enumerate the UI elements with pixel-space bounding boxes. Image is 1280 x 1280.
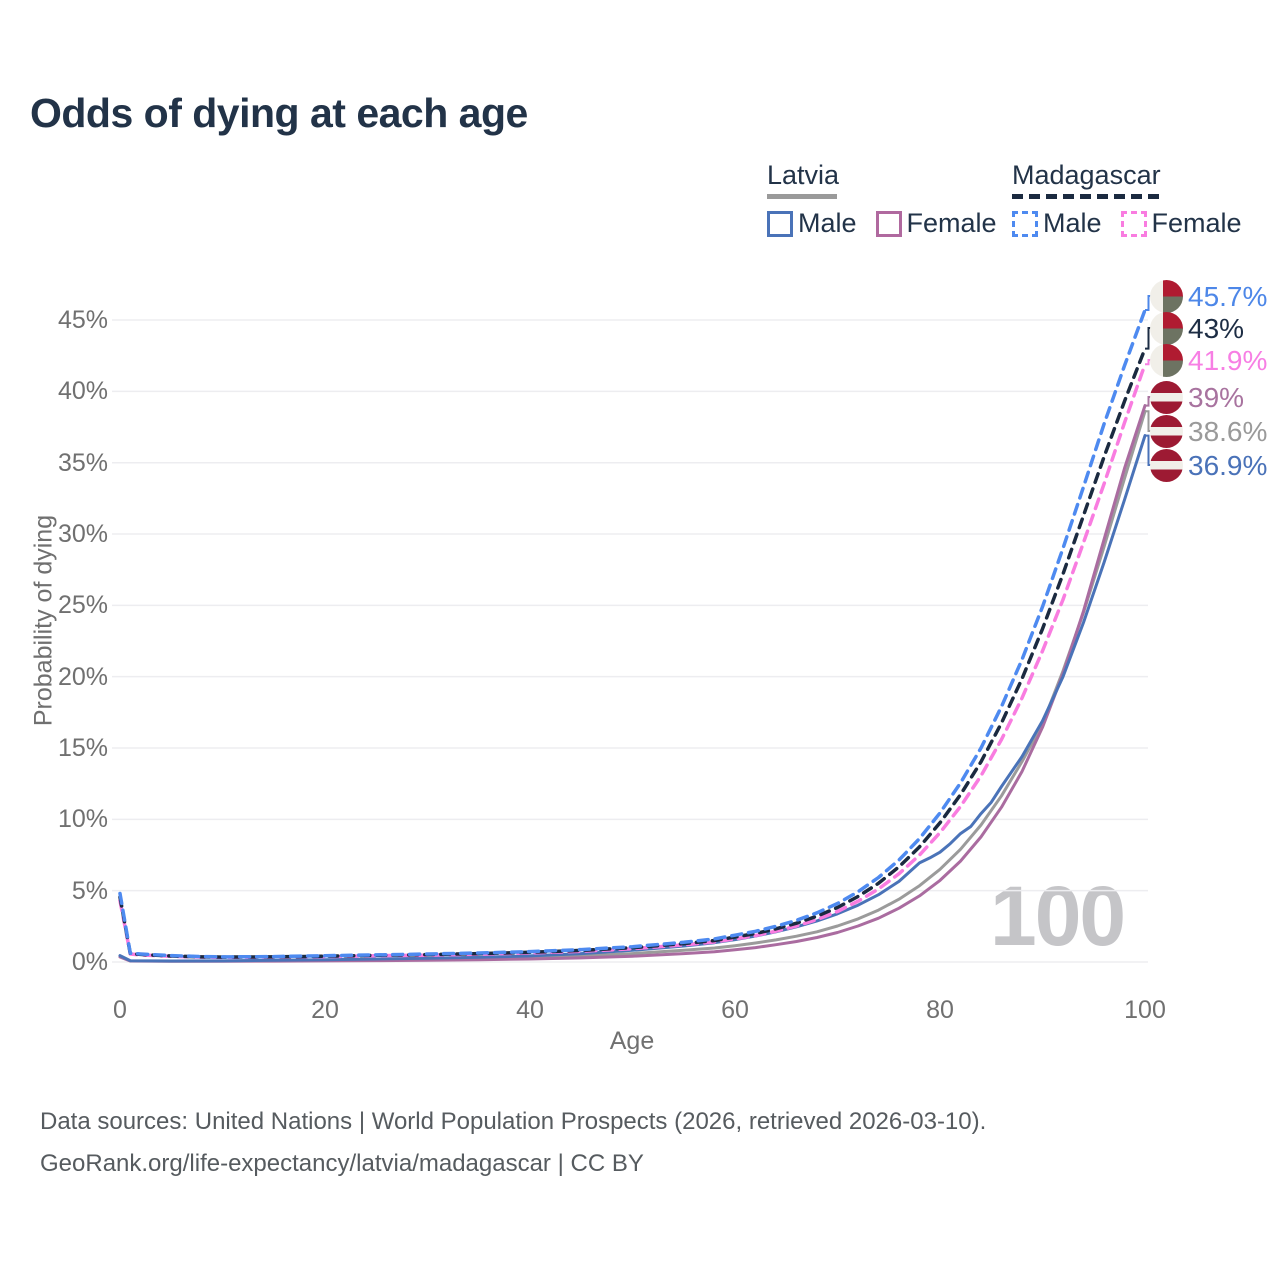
x-tick-label-60: 60 xyxy=(721,996,749,1024)
series-line-latvia-avg xyxy=(118,409,1147,963)
latvia-flag-icon xyxy=(1150,414,1183,448)
legend-label-latvia-female: Female xyxy=(906,208,997,238)
footer-data-sources: Data sources: United Nations | World Pop… xyxy=(40,1108,987,1135)
legend-country-latvia: Latvia xyxy=(767,160,840,190)
x-tick-label-40: 40 xyxy=(516,996,544,1024)
madagascar-male-swatch-icon xyxy=(1012,210,1038,237)
madagascar-flag-icon xyxy=(1150,279,1183,313)
footer-attribution: GeoRank.org/life-expectancy/latvia/madag… xyxy=(40,1150,644,1177)
latvia-flag-icon xyxy=(1150,380,1183,414)
end-value-label-madagascar-avg: 43% xyxy=(1188,312,1245,344)
y-tick-label-0%: 0% xyxy=(71,948,108,976)
legend-item-latvia-male: Male xyxy=(767,208,857,239)
x-tick-label-80: 80 xyxy=(926,996,954,1024)
y-tick-label-45%: 45% xyxy=(57,306,108,335)
series-line-madagascar-male xyxy=(118,308,1147,959)
legend-country-madagascar: Madagascar xyxy=(1012,160,1161,190)
y-tick-label-35%: 35% xyxy=(57,448,108,477)
series-line-latvia-male xyxy=(118,434,1147,963)
legend-group-madagascar: Madagascar Male Female xyxy=(1012,160,1261,239)
legend-item-madagascar-male: Male xyxy=(1012,208,1102,239)
y-tick-label-10%: 10% xyxy=(57,805,108,834)
madagascar-flag-icon xyxy=(1150,311,1183,345)
y-tick-label-5%: 5% xyxy=(71,876,108,905)
madagascar-female-swatch-icon xyxy=(1120,210,1147,237)
end-value-label-madagascar-female: 41.9% xyxy=(1188,344,1268,376)
x-axis-title: Age xyxy=(609,1027,655,1055)
series-line-madagascar-female xyxy=(118,362,1147,960)
x-tick-label-100: 100 xyxy=(1124,996,1166,1024)
end-value-label-madagascar-male: 45.7% xyxy=(1188,280,1268,312)
y-tick-label-25%: 25% xyxy=(57,591,108,620)
end-label-connector-madagascar-female xyxy=(1145,359,1151,366)
latvia-male-swatch-icon xyxy=(767,210,793,237)
end-label-connector-latvia-avg xyxy=(1145,410,1151,432)
y-tick-label-30%: 30% xyxy=(57,520,108,549)
latvia-flag-icon xyxy=(1150,448,1183,482)
madagascar-flag-icon xyxy=(1150,343,1183,377)
legend-label-madagascar-female: Female xyxy=(1151,208,1242,238)
page-title: Odds of dying at each age xyxy=(30,90,528,136)
legend-group-latvia: Latvia Male Female xyxy=(767,160,1016,239)
legend-item-madagascar-female: Female xyxy=(1120,208,1242,239)
legend-madagascar-line-swatch xyxy=(1012,194,1159,199)
series-line-madagascar-avg xyxy=(118,346,1147,959)
y-axis-title: Probability of dying xyxy=(29,514,58,727)
legend-latvia-line-swatch xyxy=(767,194,837,199)
end-value-label-latvia-avg: 38.6% xyxy=(1188,415,1268,447)
end-label-connector-latvia-male xyxy=(1145,434,1151,466)
x-tick-label-20: 20 xyxy=(311,996,339,1024)
y-tick-label-20%: 20% xyxy=(57,662,108,691)
series-line-latvia-female xyxy=(118,404,1147,963)
age-watermark: 100 xyxy=(990,869,1126,963)
x-tick-label-0: 0 xyxy=(113,996,127,1024)
end-value-label-latvia-female: 39% xyxy=(1188,381,1245,413)
latvia-female-swatch-icon xyxy=(875,210,902,237)
end-label-connector-latvia-female xyxy=(1145,396,1151,407)
y-tick-label-15%: 15% xyxy=(57,734,108,762)
end-label-connector-madagascar-male xyxy=(1145,295,1151,311)
legend-item-latvia-female: Female xyxy=(875,208,997,239)
legend-label-latvia-male: Male xyxy=(798,208,857,238)
end-label-connector-madagascar-avg xyxy=(1145,327,1151,350)
legend-label-madagascar-male: Male xyxy=(1043,208,1102,238)
y-tick-label-40%: 40% xyxy=(57,377,108,406)
end-value-label-latvia-male: 36.9% xyxy=(1188,449,1268,481)
